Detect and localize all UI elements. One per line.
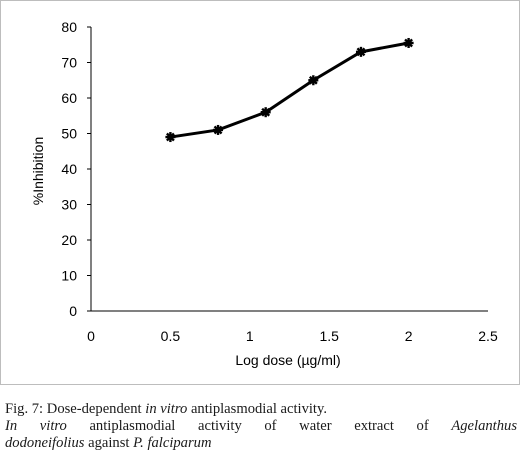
y-tick-label: 60 xyxy=(61,90,77,106)
figure-caption: Fig. 7: Dose-dependent in vitro antiplas… xyxy=(5,401,517,452)
marker-core xyxy=(262,109,269,116)
caption-italic: dodoneifolius xyxy=(5,435,85,451)
x-tick-label: 2.5 xyxy=(478,328,498,344)
marker-core xyxy=(215,126,222,133)
y-tick-label: 50 xyxy=(61,126,77,142)
line-chart: 0 10 20 30 40 50 60 70 80 0 0.5 1 1.5 2 2.5 Log dose … xyxy=(30,19,498,368)
caption-text: Dose-dependent xyxy=(46,401,146,417)
y-axis-title: %Inhibition xyxy=(30,137,46,206)
caption-line-3: dodoneifolius against P. falciparum xyxy=(5,435,517,452)
marker-core xyxy=(310,77,317,84)
y-tick-label: 20 xyxy=(61,232,77,248)
y-tick-label: 30 xyxy=(61,197,77,213)
data-point-marker xyxy=(260,107,271,118)
marker-core xyxy=(405,39,412,46)
caption-line-2: In vitro antiplasmodial activity of wate… xyxy=(5,418,517,435)
series-line xyxy=(170,41,409,139)
data-point-marker xyxy=(308,75,319,86)
data-point-marker xyxy=(165,132,176,143)
marker-core xyxy=(167,134,174,141)
caption-italic: in vitro xyxy=(145,401,188,417)
x-tick-label: 1.5 xyxy=(319,328,339,344)
caption-italic: In vitro xyxy=(5,418,67,434)
axes xyxy=(90,27,488,312)
caption-text: antiplasmodial activity. xyxy=(187,401,327,417)
y-tick-label: 80 xyxy=(61,19,77,35)
x-axis-title: Log dose (µg/ml) xyxy=(235,352,340,368)
data-point-marker xyxy=(213,124,224,135)
x-tick-label: 2 xyxy=(405,328,413,344)
y-tick-label: 70 xyxy=(61,55,77,71)
caption-line-1: Fig. 7: Dose-dependent in vitro antiplas… xyxy=(5,401,517,418)
caption-italic: P. falciparum xyxy=(133,435,212,451)
marker-core xyxy=(357,48,364,55)
data-point-marker xyxy=(403,37,414,48)
caption-label: Fig. 7: xyxy=(5,401,44,417)
y-axis-ticks: 0 10 20 30 40 50 60 70 80 xyxy=(61,19,91,319)
x-tick-label: 0.5 xyxy=(161,328,181,344)
x-axis-ticks: 0 0.5 1 1.5 2 2.5 xyxy=(87,328,498,344)
x-tick-label: 1 xyxy=(246,328,254,344)
y-tick-label: 0 xyxy=(69,303,77,319)
figure-box: 0 10 20 30 40 50 60 70 80 0 0.5 1 1.5 2 2.5 Log dose … xyxy=(0,0,520,385)
caption-text: antiplasmodial activity of water extract… xyxy=(66,418,452,434)
y-tick-label: 10 xyxy=(61,268,77,284)
caption-italic: Agelanthus xyxy=(451,418,517,434)
data-point-marker xyxy=(355,46,366,57)
series-group xyxy=(165,37,414,143)
x-tick-label: 0 xyxy=(87,328,95,344)
caption-text: against xyxy=(84,435,134,451)
y-tick-label: 40 xyxy=(61,161,77,177)
